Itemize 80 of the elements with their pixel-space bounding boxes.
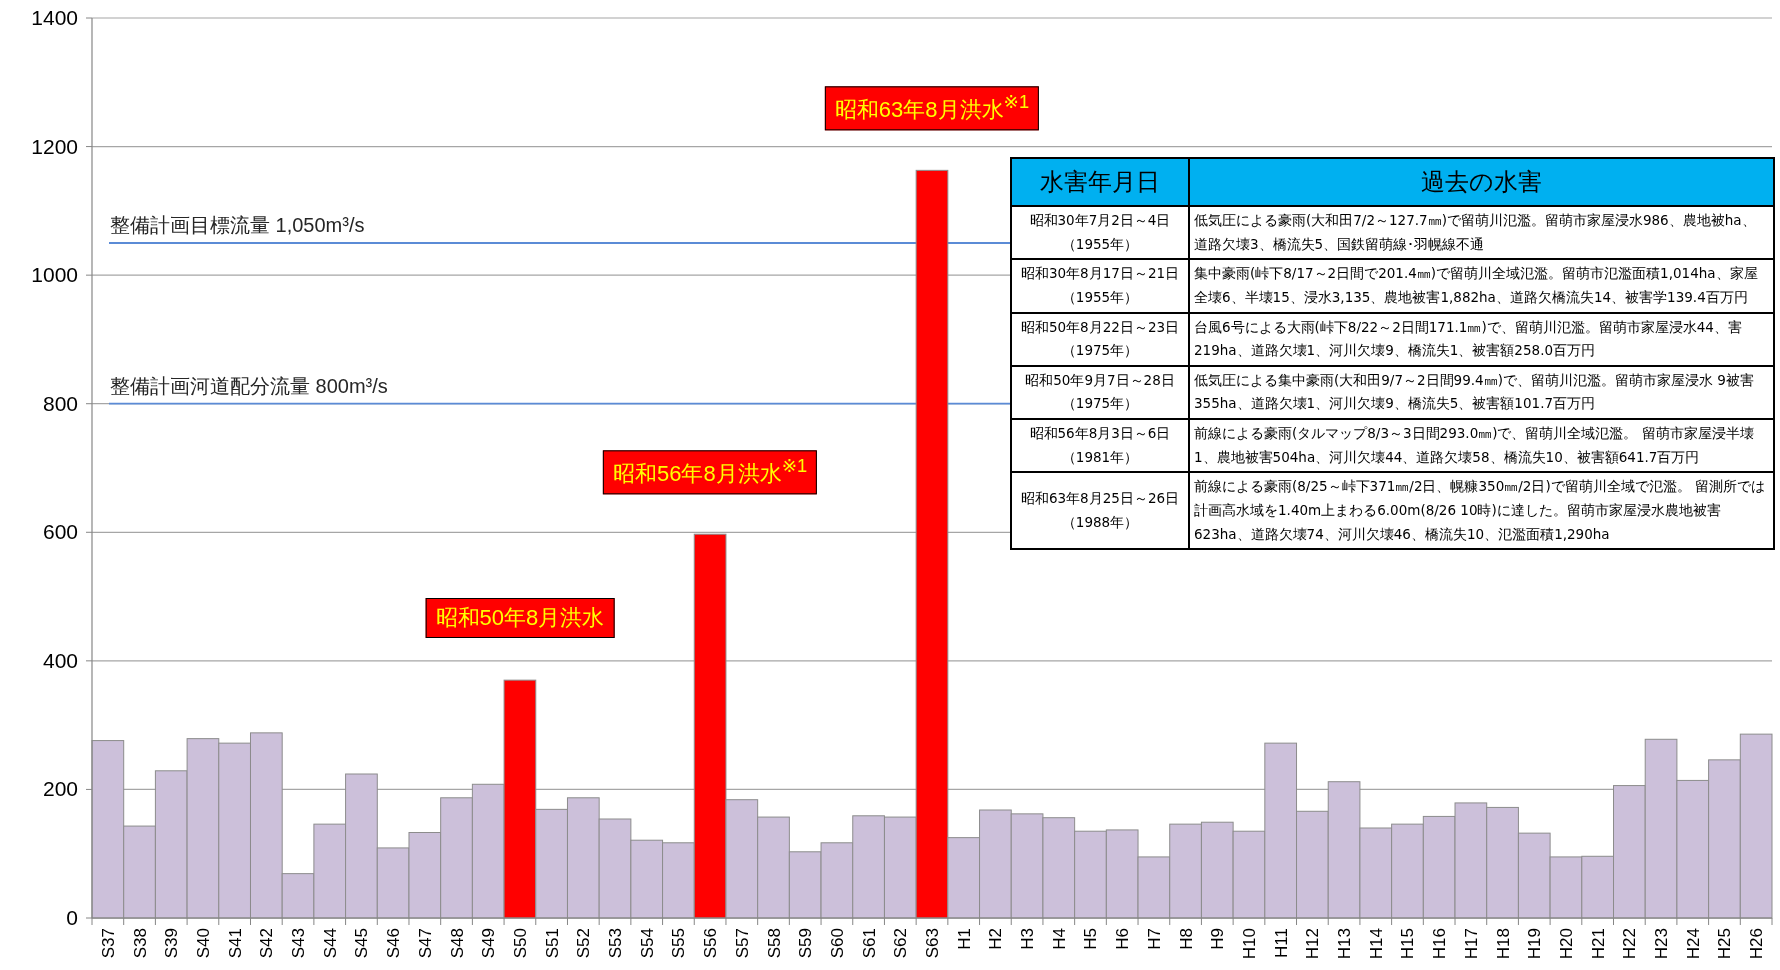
x-tick-label: H9 (1208, 928, 1228, 950)
x-tick-label: H1 (954, 928, 974, 950)
x-tick-label: S62 (891, 928, 911, 959)
x-tick-label: H12 (1303, 928, 1323, 960)
x-tick-label: H15 (1398, 928, 1418, 960)
x-tick-label: H11 (1271, 928, 1291, 958)
x-tick-label: S41 (225, 928, 245, 959)
annotation: 前線による豪雨(タルマップ8/3～3日間293.0㎜)で、留萌川全域氾濫。 留萌市家屋浸半壊1、農地被害504ha、河川欠壊44、道路欠壊58、橋流失10、被害額641.7百万円 (1189, 419, 1774, 473)
x-tick-label: H20 (1556, 928, 1576, 960)
x-tick-label: S37 (98, 928, 118, 959)
x-tick-label: S51 (542, 928, 562, 959)
x-tick-label: S43 (289, 928, 309, 959)
x-tick-label: S52 (574, 928, 594, 959)
x-tick-label: H19 (1525, 928, 1545, 960)
x-tick-label: S53 (606, 928, 626, 959)
x-tick-label: H5 (1081, 928, 1101, 950)
x-tick-label: H7 (1144, 928, 1164, 950)
x-tick-label: H10 (1239, 928, 1259, 960)
x-tick-label: H26 (1747, 928, 1767, 960)
x-tick-label: S57 (732, 928, 752, 959)
x-tick-label: H14 (1366, 928, 1386, 960)
x-tick-label: H17 (1461, 928, 1481, 960)
x-tick-label: S49 (479, 928, 499, 959)
x-tick-label: H13 (1335, 928, 1355, 960)
x-tick-label: S56 (701, 928, 721, 959)
x-tick-label: H16 (1430, 928, 1450, 960)
annotation: 昭和30年8月17日～21日（1955年） (1011, 259, 1189, 313)
x-tick-label: H24 (1683, 928, 1703, 960)
x-tick-label: S63 (923, 928, 942, 959)
x-tick-label: H21 (1588, 928, 1608, 960)
x-tick-label: S54 (637, 928, 657, 959)
y-tick-label: 800 (42, 391, 78, 415)
x-tick-label: H6 (1113, 928, 1133, 950)
x-tick-label: H18 (1493, 928, 1513, 960)
x-tick-label: S45 (352, 928, 372, 959)
x-tick-label: H8 (1176, 928, 1196, 950)
x-tick-label: S42 (257, 928, 277, 959)
annotation: 昭和56年8月3日～6日（1981年） (1011, 419, 1189, 473)
annotation: 昭和50年8月洪水 (425, 598, 615, 639)
y-tick-label: 600 (42, 520, 78, 544)
x-tick-label: S55 (669, 928, 689, 959)
annotation: 前線による豪雨(8/25～峠下371㎜/2日、幌糠350㎜/2日)で留萌川全域で氾濫。 留測所では計画高水域を1.40m上まわる6.00m(8/26 10時)に達した。留萌市家屋浸水農地被害623ha、道路欠壊74、河川欠壊46、橋流失10、氾濫面積1,290ha (1189, 472, 1774, 550)
x-tick-label: S46 (384, 928, 404, 959)
x-tick-label: S44 (320, 928, 340, 959)
x-tick-label: H4 (1049, 928, 1069, 950)
x-tick-label: S50 (510, 928, 530, 959)
x-tick-label: H2 (986, 928, 1006, 950)
x-tick-label: S61 (859, 928, 879, 959)
annotation: 昭和63年8月洪水$^{※1}$ (824, 86, 1040, 131)
x-tick-label: S48 (447, 928, 467, 959)
annotation: 低気圧による豪雨(大和田7/2～127.7㎜)で留萌川氾濫。留萌市家屋浸水986、農地被ha、道路欠壊3、橋流失5、国鉄留萌線･羽幌線不通 (1189, 206, 1774, 260)
x-tick-label: H22 (1620, 928, 1640, 960)
y-tick-label: 200 (42, 777, 78, 801)
annotation: 昭和63年8月25日～26日（1988年） (1011, 472, 1189, 550)
annotation: 昭和30年7月2日～4日（1955年） (1011, 206, 1189, 260)
x-tick-label: H25 (1715, 928, 1735, 960)
y-tick-label: 1200 (31, 134, 78, 158)
x-tick-label: S39 (162, 928, 182, 959)
x-tick-label: S47 (415, 928, 435, 959)
annotation: 過去の水害 (1189, 158, 1774, 206)
annotation: 昭和50年8月22日～23日（1975年） (1011, 312, 1189, 366)
ref-line-label: 整備計画目標流量 1,050m³/s (110, 214, 365, 236)
ref-line-label: 整備計画河道配分流量 800m³/s (110, 374, 388, 397)
annotation: 昭和50年9月7日～28日（1975年） (1011, 365, 1189, 419)
annotation: 昭和56年8月洪水$^{※1}$ (602, 450, 818, 494)
x-tick-label: H3 (1018, 928, 1038, 950)
y-tick-label: 1000 (31, 263, 78, 287)
x-tick-label: S59 (796, 928, 816, 959)
y-tick-label: 0 (66, 906, 78, 929)
y-tick-label: 400 (42, 648, 78, 672)
annotation: 水害年月日 (1011, 158, 1189, 206)
annotation: 台風6号による大雨(峠下8/22～2日間171.1㎜)で、留萌川氾濫。留萌市家屋浸水44、害219ha、道路欠壊1、河川欠壊9、橋流失1、被害額258.0百万円 (1189, 312, 1774, 366)
x-tick-label: S38 (130, 928, 150, 959)
x-tick-label: S58 (764, 928, 784, 959)
x-tick-label: S60 (827, 928, 847, 959)
x-tick-label: H23 (1652, 928, 1672, 960)
x-tick-label: S40 (193, 928, 213, 959)
y-tick-label: 1400 (31, 6, 78, 29)
annotation: 集中豪雨(峠下8/17～2日間で201.4㎜)で留萌川全域氾濫。留萌市氾濫面積1,014ha、家屋全壊6、半壊15、浸水3,135、農地被害1,882ha、道路欠橋流失14、被害学139.4百万円 (1189, 259, 1774, 313)
annotation: 低気圧による集中豪雨(大和田9/7～2日間99.4㎜)で、留萌川氾濫。留萌市家屋浸水 9被害355ha、道路欠壊1、河川欠壊9、橋流失5、被害額101.7百万円 (1189, 365, 1774, 419)
